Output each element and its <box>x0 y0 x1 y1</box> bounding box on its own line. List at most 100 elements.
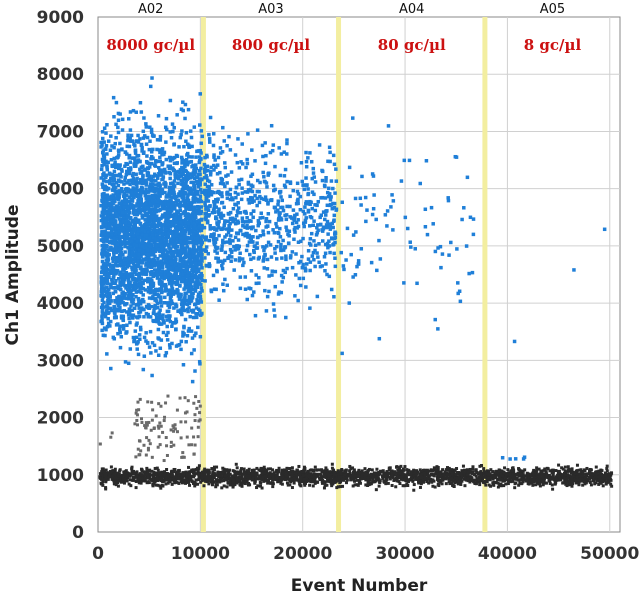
negative-droplet <box>407 473 411 477</box>
negative-droplet <box>448 470 452 474</box>
negative-droplet <box>462 477 466 481</box>
positive-droplet <box>127 199 132 203</box>
positive-droplet <box>150 341 155 345</box>
negative-droplet <box>218 471 222 475</box>
positive-droplet <box>170 301 175 306</box>
negative-droplet <box>314 480 318 484</box>
rain-droplet <box>194 395 198 399</box>
negative-droplet <box>403 477 407 481</box>
positive-droplet <box>171 187 176 191</box>
negative-droplet <box>566 465 570 469</box>
negative-droplet <box>117 473 121 477</box>
negative-droplet <box>423 476 427 480</box>
positive-droplet <box>131 224 135 229</box>
negative-droplet <box>400 475 404 479</box>
positive-droplet <box>109 282 113 287</box>
negative-droplet <box>453 468 457 472</box>
negative-droplet <box>409 476 413 480</box>
rain-droplet <box>181 455 185 459</box>
positive-droplet <box>172 306 176 310</box>
negative-droplet <box>258 480 262 484</box>
negative-droplet <box>162 473 166 477</box>
positive-droplet <box>99 218 104 223</box>
positive-droplet <box>185 153 189 157</box>
negative-droplet <box>168 480 172 484</box>
positive-droplet <box>128 320 132 325</box>
negative-droplet <box>478 483 482 487</box>
negative-droplet <box>511 476 515 480</box>
negative-droplet <box>502 471 506 475</box>
positive-droplet <box>125 216 129 221</box>
positive-droplet <box>111 286 116 290</box>
positive-droplet <box>136 352 141 357</box>
negative-droplet <box>501 479 505 483</box>
positive-droplet <box>162 301 167 305</box>
positive-droplet <box>172 212 176 216</box>
positive-droplet <box>120 147 124 152</box>
negative-droplet <box>326 471 330 475</box>
negative-droplet <box>577 472 581 476</box>
rain-droplet <box>179 420 183 424</box>
negative-droplet <box>335 486 339 490</box>
rain-droplet <box>187 443 191 447</box>
negative-droplet <box>329 476 333 480</box>
negative-droplet <box>290 473 294 477</box>
rain-droplet <box>156 445 160 449</box>
negative-droplet <box>290 466 294 470</box>
negative-droplet <box>271 468 275 472</box>
positive-droplet <box>146 312 150 317</box>
positive-droplet <box>200 234 205 238</box>
negative-droplet <box>137 481 141 485</box>
negative-droplet <box>305 478 309 482</box>
positive-droplet <box>145 279 150 284</box>
negative-droplet <box>607 480 611 484</box>
negative-droplet <box>517 483 521 487</box>
negative-droplet <box>310 478 314 482</box>
negative-droplet <box>214 473 218 477</box>
positive-droplet <box>168 264 172 269</box>
positive-droplet <box>101 212 105 217</box>
negative-droplet <box>492 483 496 487</box>
negative-droplet <box>321 470 325 474</box>
negative-droplet <box>494 471 498 475</box>
positive-droplet <box>184 159 188 164</box>
negative-droplet <box>431 478 435 482</box>
negative-droplet <box>581 483 585 487</box>
positive-droplet <box>110 277 114 282</box>
negative-droplet <box>452 485 456 489</box>
positive-droplet <box>126 213 131 217</box>
positive-droplet <box>183 222 187 227</box>
negative-droplet <box>367 478 371 482</box>
positive-droplet <box>159 304 164 308</box>
positive-droplet <box>158 308 162 312</box>
positive-droplet <box>153 183 158 187</box>
negative-droplet <box>594 481 598 485</box>
negative-droplet <box>122 479 126 483</box>
negative-droplet <box>537 467 541 471</box>
negative-droplet <box>553 478 557 482</box>
negative-droplet <box>402 468 406 472</box>
negative-droplet <box>239 477 243 481</box>
negative-droplet <box>431 484 435 488</box>
positive-droplet <box>154 315 159 319</box>
positive-droplet <box>134 187 138 191</box>
negative-droplet <box>253 473 257 477</box>
positive-droplet <box>183 248 188 252</box>
negative-droplet <box>225 485 229 489</box>
positive-droplet <box>141 136 146 140</box>
positive-droplet <box>126 276 131 280</box>
positive-droplet <box>194 208 199 213</box>
negative-droplet <box>378 472 382 476</box>
positive-droplet <box>111 95 116 100</box>
negative-droplet <box>445 474 449 478</box>
negative-droplet <box>108 472 112 476</box>
positive-droplet <box>167 281 172 286</box>
positive-droplet <box>114 315 118 319</box>
negative-droplet <box>357 469 361 473</box>
rain-droplet <box>147 420 151 424</box>
negative-droplet <box>181 475 185 479</box>
rain-droplet <box>163 415 167 419</box>
positive-droplet <box>126 222 131 227</box>
positive-droplet <box>148 226 152 231</box>
positive-droplet <box>183 250 188 255</box>
